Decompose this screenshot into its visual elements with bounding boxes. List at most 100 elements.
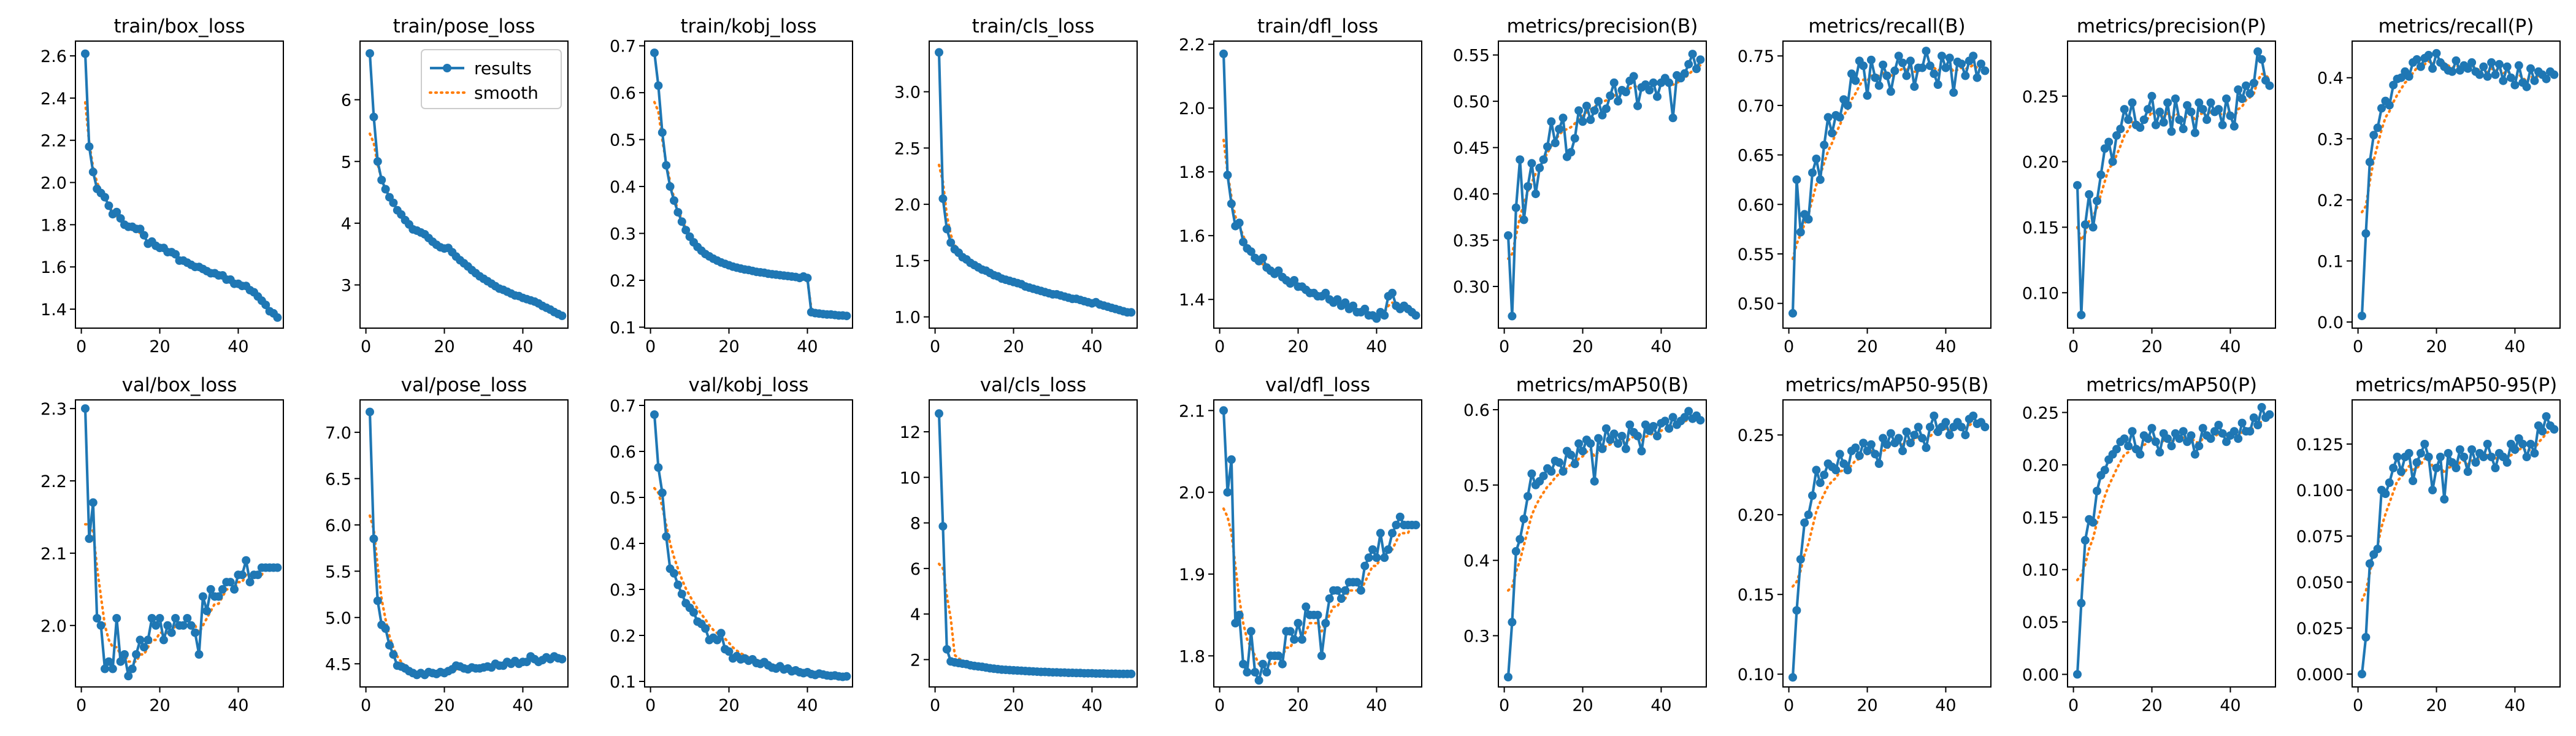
data-point: [1519, 215, 1528, 224]
chart-title: metrics/mAP50(P): [2086, 374, 2257, 396]
chart-title: val/pose_loss: [401, 374, 527, 396]
data-point: [1511, 546, 1520, 556]
data-point: [2190, 128, 2199, 137]
data-point: [2151, 437, 2160, 447]
data-point: [1886, 429, 1895, 438]
x-tick-label: 0: [2353, 696, 2363, 715]
y-tick-label: 2.4: [40, 90, 67, 109]
chart-val-cls-loss: val/cls_loss 0 20 40 2 4 6 8 10 12: [900, 374, 1138, 715]
data-point: [2096, 171, 2106, 179]
data-point: [1871, 73, 1880, 82]
data-point: [139, 231, 148, 240]
y-tick-label: 0.05: [2022, 613, 2059, 632]
data-point: [2214, 105, 2223, 114]
legend-label-smooth: smooth: [474, 83, 539, 103]
data-point: [1551, 139, 1560, 148]
data-point: [1641, 420, 1650, 429]
y-tick-label: 2.0: [40, 174, 67, 193]
data-point: [1879, 60, 1888, 69]
data-point: [1668, 413, 1677, 422]
data-point: [2226, 111, 2235, 120]
y-tick-label: 0.20: [1738, 506, 1774, 525]
x-tick-label: 0: [645, 337, 656, 356]
data-point: [1668, 113, 1677, 123]
y-tick-label: 0.1: [610, 318, 636, 337]
y-tick-label: 3: [341, 277, 351, 296]
data-point: [2510, 80, 2520, 90]
y-tick-label: 2.2: [40, 472, 67, 491]
data-point: [2222, 94, 2231, 103]
data-point: [1796, 555, 1805, 564]
data-point: [1874, 81, 1884, 90]
data-point: [1504, 673, 1512, 681]
data-point: [2393, 453, 2402, 461]
x-tick-label: 40: [2220, 696, 2241, 715]
data-point: [1388, 529, 1397, 538]
data-point: [242, 556, 251, 565]
data-point: [1914, 423, 1923, 432]
data-point: [2530, 449, 2539, 458]
data-point: [273, 313, 282, 322]
chart-title: metrics/mAP50-95(B): [1785, 374, 1988, 396]
data-point: [1665, 78, 1674, 87]
x-tick-label: 0: [2068, 696, 2079, 715]
data-point: [935, 48, 943, 57]
data-point: [2494, 59, 2504, 69]
data-point: [2085, 190, 2094, 199]
data-point: [1828, 129, 1836, 138]
data-point: [2136, 450, 2145, 459]
y-tick-label: 0.125: [2296, 435, 2344, 454]
data-point: [1788, 673, 1797, 682]
data-point: [1227, 199, 1236, 209]
data-point: [2265, 410, 2274, 419]
chart-title: train/dfl_loss: [1257, 15, 1378, 37]
data-point: [104, 201, 113, 210]
data-point: [88, 498, 98, 507]
x-tick-label: 40: [1935, 337, 1956, 356]
data-point: [2412, 458, 2421, 467]
data-point: [1570, 459, 1579, 469]
chart-title: train/pose_loss: [393, 15, 535, 37]
data-point: [2229, 427, 2239, 436]
data-point: [1680, 413, 1689, 422]
data-point: [2412, 55, 2421, 64]
y-tick-label: 0.15: [2022, 218, 2059, 237]
y-tick-label: 6: [910, 560, 921, 579]
y-tick-label: 3.0: [894, 83, 921, 102]
data-point: [112, 614, 121, 623]
data-point: [1879, 434, 1888, 443]
data-point: [2202, 115, 2212, 125]
y-tick-label: 0.7: [610, 397, 636, 416]
data-point: [1835, 113, 1844, 122]
data-point: [1684, 407, 1693, 416]
x-tick-label: 0: [645, 696, 656, 715]
data-point: [2218, 429, 2227, 438]
y-tick-label: 0.3: [2317, 130, 2344, 149]
plot-frame: [1782, 399, 1991, 688]
y-tick-label: 0.10: [1738, 665, 1774, 684]
data-point: [2151, 120, 2160, 129]
y-tick-label: 0.45: [1453, 139, 1490, 158]
chart-metrics-map50-95-p: metrics/mAP50-95(P) 0 20 40 0.000 0.025 0.050 0…: [2296, 374, 2561, 715]
x-tick-label: 40: [228, 696, 248, 715]
data-point: [2080, 535, 2090, 545]
data-point: [1566, 450, 1576, 459]
data-point: [2440, 495, 2449, 504]
data-point: [1388, 288, 1397, 297]
y-tick-label: 0.4: [610, 535, 636, 554]
data-point: [2502, 62, 2512, 71]
data-point: [2179, 125, 2188, 134]
data-point: [202, 607, 212, 616]
y-tick-label: 0.35: [1453, 232, 1490, 251]
data-point: [2389, 80, 2398, 90]
data-point: [2404, 72, 2413, 81]
series-results: [2358, 412, 2559, 678]
y-tick-label: 0.000: [2296, 665, 2344, 684]
x-tick-label: 0: [1214, 696, 1225, 715]
series-results: [2073, 47, 2274, 320]
data-point: [2155, 107, 2164, 117]
data-point: [2242, 81, 2250, 90]
data-point: [1855, 451, 1864, 460]
data-point: [1898, 58, 1907, 67]
data-point: [1586, 115, 1595, 125]
